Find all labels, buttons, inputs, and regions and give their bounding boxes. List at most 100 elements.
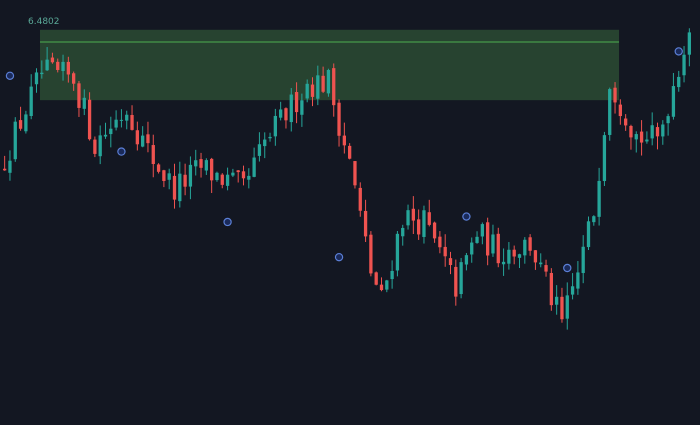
candle xyxy=(624,114,628,131)
candle-body xyxy=(194,160,198,167)
candle-body xyxy=(401,227,405,237)
candle-body xyxy=(247,175,251,180)
candle-body xyxy=(40,72,44,75)
candle-body xyxy=(279,109,283,118)
candle-body xyxy=(411,208,415,221)
candle-body xyxy=(618,104,622,117)
candle xyxy=(279,101,283,121)
candle xyxy=(172,163,177,209)
candle-body xyxy=(374,272,378,285)
candle xyxy=(34,68,39,93)
candle xyxy=(470,237,474,263)
candle xyxy=(496,227,500,268)
candle xyxy=(332,63,336,117)
candle xyxy=(661,120,665,145)
candle xyxy=(220,173,224,189)
candle-body xyxy=(443,246,447,257)
candle-body xyxy=(544,265,548,272)
markers-layer xyxy=(5,47,683,273)
candle-body xyxy=(305,83,309,99)
candle-body xyxy=(613,87,617,103)
candle-body xyxy=(369,234,373,274)
candle-body xyxy=(528,237,532,251)
zone-price-label: 6.4802 xyxy=(28,17,60,27)
candle xyxy=(507,242,511,270)
candle xyxy=(125,110,129,130)
candle xyxy=(358,182,362,217)
candle-body xyxy=(135,130,139,145)
candle xyxy=(581,235,585,284)
candle-body xyxy=(45,59,49,71)
candle xyxy=(401,224,405,246)
candle-body xyxy=(645,139,649,142)
candle xyxy=(533,250,538,270)
candle-body xyxy=(72,73,76,84)
candle-body xyxy=(560,296,564,320)
candle xyxy=(512,245,516,265)
pivot-marker xyxy=(223,217,232,227)
candle-body xyxy=(655,127,660,137)
candle-body xyxy=(470,242,474,255)
candle xyxy=(114,110,118,131)
candle xyxy=(199,152,203,178)
candle-body xyxy=(677,76,681,88)
candle-body xyxy=(379,284,384,291)
candle xyxy=(560,287,564,323)
candle xyxy=(29,74,33,120)
candle-body xyxy=(56,61,60,70)
candle xyxy=(305,79,309,103)
candle-body xyxy=(496,233,500,264)
candle xyxy=(310,77,315,107)
candle-body xyxy=(87,99,92,140)
candle-body xyxy=(210,158,214,181)
pivot-marker xyxy=(5,71,15,80)
candle-body xyxy=(119,119,124,121)
candle xyxy=(146,121,150,153)
candle-body xyxy=(533,250,538,263)
candle xyxy=(231,168,235,178)
candle xyxy=(491,224,495,257)
candle xyxy=(72,71,76,91)
candle xyxy=(300,93,304,127)
candle xyxy=(677,70,681,92)
candle-body xyxy=(252,157,256,177)
candle xyxy=(188,156,193,200)
candle-body xyxy=(220,174,224,185)
candle-body xyxy=(671,86,676,117)
pivot-marker xyxy=(117,147,126,156)
candle-body xyxy=(289,94,293,123)
candle-body xyxy=(199,159,203,168)
candle-body xyxy=(581,246,585,274)
candle xyxy=(682,46,686,83)
candle-body xyxy=(156,164,161,172)
candle xyxy=(417,209,421,240)
candle xyxy=(109,116,113,148)
candle xyxy=(141,126,145,148)
candle xyxy=(549,268,553,311)
candle xyxy=(178,161,182,208)
candle xyxy=(98,125,102,165)
candle xyxy=(162,169,166,188)
candle-body xyxy=(523,239,527,256)
candle xyxy=(586,216,591,250)
pivot-marker xyxy=(462,212,471,221)
candle-body xyxy=(109,128,113,135)
candle xyxy=(369,231,373,277)
candle xyxy=(655,122,660,150)
candle xyxy=(167,168,171,190)
candle xyxy=(24,110,28,134)
pivot-marker xyxy=(334,252,344,262)
candle xyxy=(385,279,389,293)
candle-body xyxy=(517,254,522,258)
candle-body xyxy=(13,121,17,160)
candle xyxy=(66,56,70,83)
candle-body xyxy=(565,295,569,319)
candle-body xyxy=(61,61,65,72)
candle-body xyxy=(114,119,118,128)
candle-body xyxy=(300,100,304,115)
candle-body xyxy=(385,280,389,290)
candle-body xyxy=(448,258,453,266)
candle xyxy=(671,72,676,120)
candle xyxy=(608,87,612,141)
